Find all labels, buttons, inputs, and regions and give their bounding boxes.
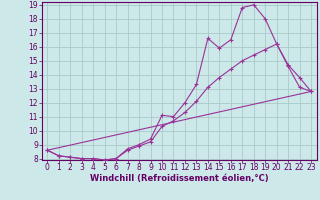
X-axis label: Windchill (Refroidissement éolien,°C): Windchill (Refroidissement éolien,°C): [90, 174, 268, 183]
